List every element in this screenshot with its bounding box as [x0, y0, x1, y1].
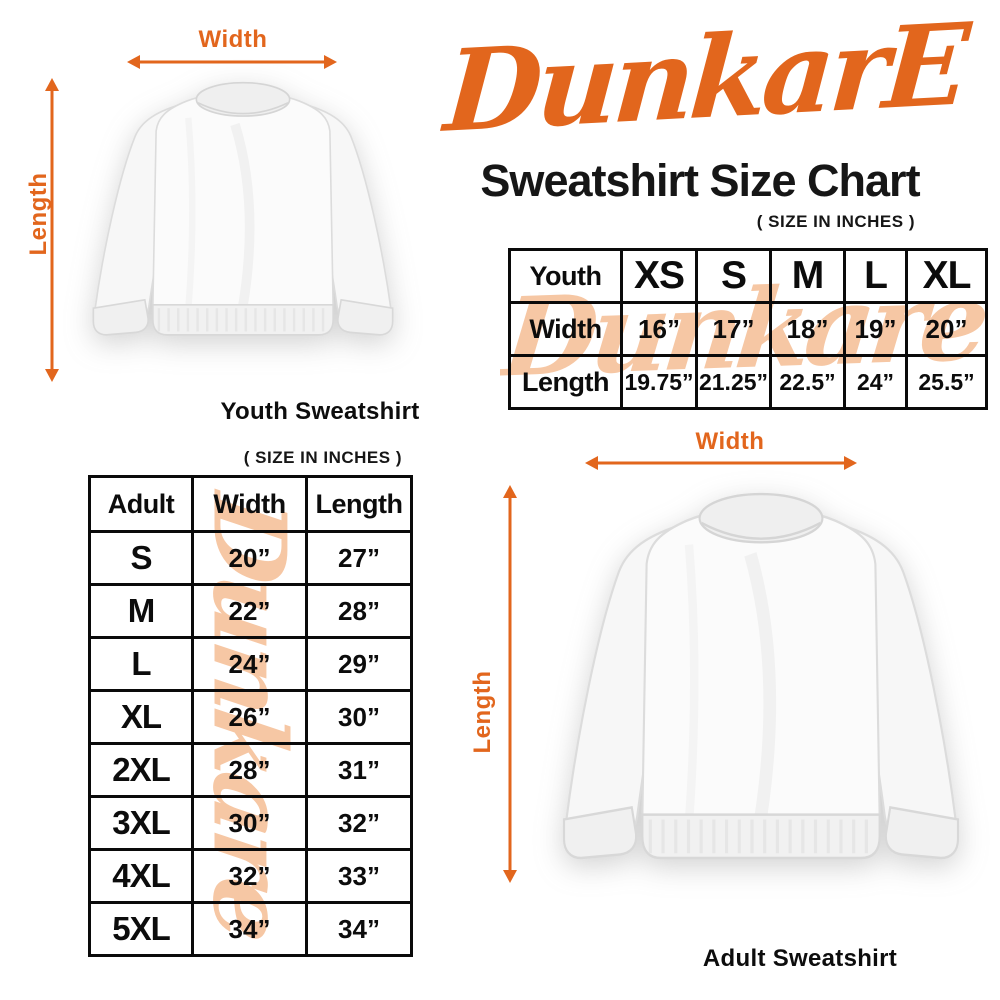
size-header-cell: L [843, 248, 908, 304]
measurement-cell: 18” [769, 301, 846, 357]
size-label-cell: 4XL [88, 848, 194, 904]
column-header-cell: Length [305, 475, 413, 533]
measurement-cell: 28” [191, 742, 308, 798]
size-label-cell: 3XL [88, 795, 194, 851]
size-header-cell: M [769, 248, 846, 304]
measurement-cell: 25.5” [905, 354, 988, 410]
brand-logo-text: DunkarE [441, 0, 970, 158]
table-row: 4XL 32” 33” [88, 848, 413, 904]
size-units-note-top: ( SIZE IN INCHES ) [756, 212, 915, 231]
measurement-cell: 20” [905, 301, 988, 357]
table-row: L 24” 29” [88, 636, 413, 692]
youth-length-label: Length [25, 172, 52, 256]
page-title: Sweatshirt Size Chart [480, 155, 920, 206]
arrow-shaft [50, 87, 54, 373]
size-label-cell: M [88, 583, 194, 639]
table-row: M 22” 28” [88, 583, 413, 639]
adult-width-arrow-icon [585, 455, 857, 471]
arrow-shaft [594, 461, 848, 465]
table-row: Length 19.75” 21.25” 22.5” 24” 25.5” [508, 354, 988, 410]
youth-length-arrow-icon [44, 78, 60, 382]
measurement-cell: 32” [191, 848, 308, 904]
column-header-cell: Adult [88, 475, 194, 533]
adult-length-arrow-icon [502, 485, 518, 883]
size-label-cell: 5XL [88, 901, 194, 957]
measurement-cell: 17” [695, 301, 772, 357]
table-row: 3XL 30” 32” [88, 795, 413, 851]
table-row: S 20” 27” [88, 530, 413, 586]
size-label-cell: XL [88, 689, 194, 745]
size-label-cell: S [88, 530, 194, 586]
youth-width-arrow-icon [127, 54, 337, 70]
table-row: Youth XS S M L XL [508, 248, 988, 304]
measurement-cell: 22” [191, 583, 308, 639]
measurement-cell: 19.75” [620, 354, 698, 410]
measurement-cell: 29” [305, 636, 413, 692]
column-header-cell: Width [191, 475, 308, 533]
size-header-cell: XS [620, 248, 698, 304]
youth-caption: Youth Sweatshirt [220, 398, 420, 425]
measurement-cell: 27” [305, 530, 413, 586]
adult-width-label: Width [695, 428, 765, 455]
youth-sweatshirt-image [66, 66, 420, 400]
measurement-cell: 22.5” [769, 354, 846, 410]
table-corner-cell: Youth [508, 248, 623, 304]
table-row: XL 26” 30” [88, 689, 413, 745]
measurement-cell: 30” [191, 795, 308, 851]
measurement-cell: 33” [305, 848, 413, 904]
table-row: 2XL 28” 31” [88, 742, 413, 798]
size-label-cell: L [88, 636, 194, 692]
measurement-cell: 19” [843, 301, 908, 357]
measurement-cell: 28” [305, 583, 413, 639]
measurement-cell: 34” [305, 901, 413, 957]
youth-size-table: Youth XS S M L XL Width 16” 17” 18” 19” 20” Length 19… [508, 248, 988, 410]
measurement-cell: 31” [305, 742, 413, 798]
measurement-cell: 34” [191, 901, 308, 957]
table-row: 5XL 34” 34” [88, 901, 413, 957]
size-units-note-adult: ( SIZE IN INCHES ) [243, 448, 402, 467]
measurement-cell: 16” [620, 301, 698, 357]
table-row: Width 16” 17” 18” 19” 20” [508, 301, 988, 357]
size-header-cell: S [695, 248, 772, 304]
row-label-cell: Width [508, 301, 623, 357]
measurement-cell: 24” [191, 636, 308, 692]
adult-caption: Adult Sweatshirt [702, 945, 898, 972]
measurement-cell: 20” [191, 530, 308, 586]
adult-size-table: Adult Width Length S 20” 27” M 22” 28” L 24” 29” XL 2… [88, 475, 413, 957]
adult-sweatshirt-image [528, 470, 994, 952]
measurement-cell: 24” [843, 354, 908, 410]
measurement-cell: 26” [191, 689, 308, 745]
size-header-cell: XL [905, 248, 988, 304]
brand-logo: DunkarE [415, 0, 995, 158]
measurement-cell: 32” [305, 795, 413, 851]
table-row: Adult Width Length [88, 475, 413, 533]
adult-length-label: Length [469, 670, 496, 754]
measurement-cell: 21.25” [695, 354, 772, 410]
arrow-shaft [508, 494, 512, 874]
row-label-cell: Length [508, 354, 623, 410]
arrow-shaft [136, 60, 328, 64]
youth-width-label: Width [198, 26, 268, 53]
size-label-cell: 2XL [88, 742, 194, 798]
measurement-cell: 30” [305, 689, 413, 745]
